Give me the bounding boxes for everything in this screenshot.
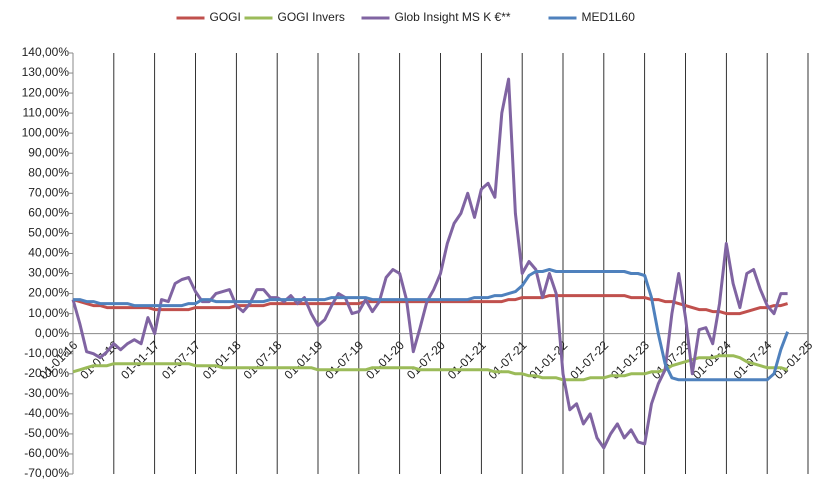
x-tick-label: 01-01-18 bbox=[200, 338, 244, 382]
x-tick-label: 01-01-19 bbox=[281, 338, 325, 382]
x-tick-label: 01-07-22 bbox=[567, 338, 611, 382]
legend-label: MED1L60 bbox=[582, 10, 636, 24]
y-tick-label: -10,00% bbox=[24, 346, 69, 360]
x-tick-label: 01-07-17 bbox=[159, 338, 203, 382]
y-tick-label: -50,00% bbox=[24, 426, 69, 440]
legend-label: GOGI bbox=[210, 10, 241, 24]
y-tick-label: -20,00% bbox=[24, 366, 69, 380]
y-tick-label: 50,00% bbox=[28, 226, 69, 240]
x-tick-label: 01-07-19 bbox=[322, 338, 366, 382]
x-tick-label: 01-01-20 bbox=[363, 338, 407, 382]
legend-label: GOGI Invers bbox=[278, 10, 345, 24]
x-tick-label: 01-01-21 bbox=[445, 338, 489, 382]
series-line bbox=[71, 77, 788, 450]
y-tick-label: -30,00% bbox=[24, 386, 69, 400]
y-tick-label: 40,00% bbox=[28, 246, 69, 260]
series-line bbox=[73, 268, 790, 382]
y-tick-label: 0,00% bbox=[35, 326, 69, 340]
y-tick-label: 70,00% bbox=[28, 186, 69, 200]
y-tick-label: 90,00% bbox=[28, 145, 69, 159]
y-tick-label: 20,00% bbox=[28, 286, 69, 300]
x-tick-label: 01-07-20 bbox=[404, 338, 448, 382]
y-tick-label: 60,00% bbox=[28, 206, 69, 220]
y-tick-label: 140,00% bbox=[22, 45, 70, 59]
legend-label: Glob Insight MS K €** bbox=[395, 10, 511, 24]
y-tick-label: 10,00% bbox=[28, 306, 69, 320]
y-tick-label: 80,00% bbox=[28, 165, 69, 179]
y-tick-label: 130,00% bbox=[22, 65, 70, 79]
y-tick-label: 120,00% bbox=[22, 85, 70, 99]
y-tick-label: -60,00% bbox=[24, 446, 69, 460]
y-tick-label: -70,00% bbox=[24, 466, 69, 480]
series-line bbox=[72, 294, 789, 316]
y-tick-label: -40,00% bbox=[24, 406, 69, 420]
x-tick-label: 01-07-24 bbox=[731, 338, 775, 382]
y-tick-label: 100,00% bbox=[22, 125, 70, 139]
x-tick-label: 01-07-18 bbox=[241, 338, 285, 382]
y-tick-label: 110,00% bbox=[23, 105, 70, 119]
y-tick-label: 30,00% bbox=[28, 266, 69, 280]
